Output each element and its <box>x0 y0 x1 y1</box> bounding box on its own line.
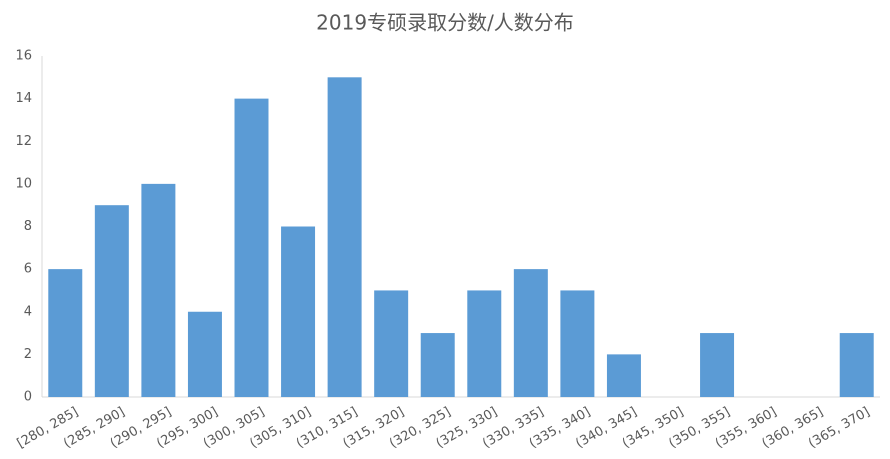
bar <box>94 205 129 397</box>
bar <box>420 333 455 397</box>
y-tick-label: 12 <box>15 134 32 149</box>
bar <box>700 333 735 397</box>
chart-title: 2019专硕录取分数/人数分布 <box>316 11 574 35</box>
bar <box>281 226 316 397</box>
bar <box>327 77 362 397</box>
bar <box>48 269 83 397</box>
y-tick-label: 4 <box>24 304 32 319</box>
bar <box>374 290 409 397</box>
bar <box>141 183 176 397</box>
bar <box>513 269 548 397</box>
y-tick-label: 6 <box>24 262 32 277</box>
y-tick-label: 14 <box>15 91 32 106</box>
bar <box>187 311 222 397</box>
y-tick-label: 8 <box>24 219 32 234</box>
bar <box>467 290 502 397</box>
bar <box>606 354 641 397</box>
y-tick-label: 16 <box>15 49 32 64</box>
y-tick-label: 0 <box>24 390 32 405</box>
bar <box>839 333 874 397</box>
y-tick-label: 2 <box>24 347 32 362</box>
bar <box>560 290 595 397</box>
y-tick-label: 10 <box>15 176 32 191</box>
bar <box>234 98 269 397</box>
